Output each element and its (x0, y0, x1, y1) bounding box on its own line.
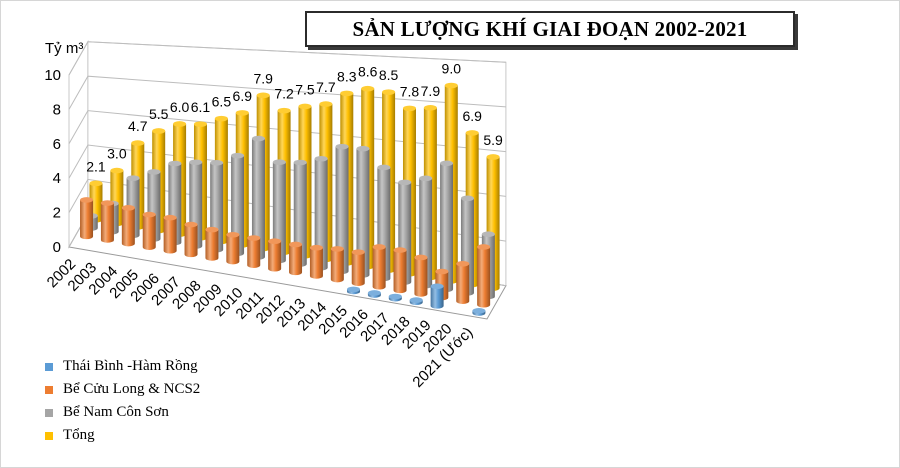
bar (440, 160, 454, 293)
legend-swatch (45, 385, 53, 394)
legend-label: Bể Cửu Long & NCS2 (63, 381, 201, 397)
legend-item: Tổng (45, 424, 200, 447)
y-tick-label: 6 (53, 136, 61, 153)
data-label: 7.9 (253, 70, 273, 86)
bar (251, 135, 265, 260)
data-label: 6.5 (212, 94, 232, 110)
bar (142, 211, 156, 250)
data-label: 7.7 (316, 79, 336, 95)
legend-item: Bể Cửu Long & NCS2 (45, 378, 200, 401)
bar (100, 200, 114, 243)
y-tick-label: 8 (53, 101, 61, 118)
legend-swatch (45, 362, 53, 371)
data-label: 7.5 (295, 81, 315, 97)
bar (393, 247, 407, 294)
bar (372, 244, 386, 290)
y-tick-label: 2 (53, 205, 61, 222)
legend-swatch (45, 431, 53, 440)
bar (477, 244, 491, 308)
legend: Thái Bình -Hàm Rồng Bể Cửu Long & NCS2 Bể … (45, 355, 200, 447)
data-label: 3.0 (107, 146, 127, 162)
bar (472, 308, 486, 316)
bar (347, 286, 361, 295)
bar (409, 297, 423, 306)
bar (388, 293, 402, 302)
bar (289, 241, 303, 276)
legend-swatch (45, 408, 53, 417)
bar (430, 283, 444, 309)
gridline (68, 41, 506, 76)
data-label: 6.9 (462, 108, 482, 124)
bar (314, 155, 328, 271)
data-label: 6.9 (233, 88, 253, 104)
bar (268, 238, 282, 272)
data-label: 7.9 (421, 83, 441, 99)
legend-label: Tổng (63, 427, 95, 443)
data-label: 6.1 (191, 99, 211, 115)
bar (247, 235, 261, 268)
bar (456, 260, 470, 304)
legend-item: Thái Bình -Hàm Rồng (45, 355, 200, 378)
data-label: 8.5 (379, 67, 399, 83)
chart-title: SẢN LƯỢNG KHÍ GIAI ĐOẠN 2002-2021 (352, 16, 748, 41)
y-tick-label: 0 (53, 239, 61, 256)
bar (414, 254, 428, 297)
data-label: 8.3 (337, 68, 357, 84)
y-axis-label: Tỷ m³ (45, 40, 83, 57)
data-label: 7.2 (274, 86, 294, 102)
bar (163, 214, 177, 254)
data-label: 5.5 (149, 106, 169, 122)
bar (80, 197, 94, 240)
data-label: 4.7 (128, 118, 148, 134)
data-label: 6.0 (170, 99, 190, 115)
bar (121, 205, 135, 247)
legend-item: Bể Nam Côn Sơn (45, 401, 200, 424)
y-tick-label: 10 (44, 67, 61, 84)
bar (335, 143, 349, 275)
data-label: 5.9 (483, 132, 503, 148)
bar (309, 244, 323, 279)
data-label: 9.0 (442, 61, 462, 77)
bar (226, 231, 240, 265)
bar (205, 226, 219, 261)
legend-label: Thái Bình -Hàm Rồng (63, 358, 198, 374)
bar (272, 159, 286, 264)
bar (293, 159, 307, 267)
chart-title-box: SẢN LƯỢNG KHÍ GIAI ĐOẠN 2002-2021 (305, 11, 795, 47)
bar (367, 290, 381, 298)
y-tick-label: 4 (53, 170, 61, 187)
data-label: 7.8 (400, 83, 420, 99)
bar (231, 152, 245, 257)
data-label: 2.1 (86, 158, 106, 174)
legend-label: Bể Nam Côn Sơn (63, 404, 169, 420)
bar (184, 221, 198, 258)
bar (356, 145, 370, 278)
bar (351, 249, 365, 286)
bar (330, 246, 344, 283)
data-label: 8.6 (358, 64, 378, 80)
